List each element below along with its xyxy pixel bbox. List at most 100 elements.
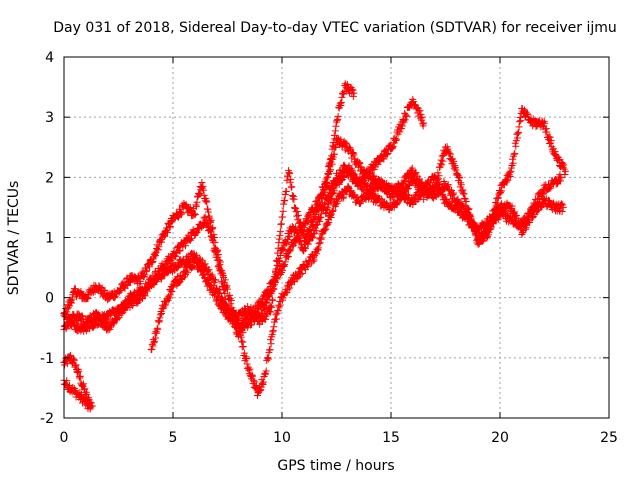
data-point-track-d [212,247,220,255]
data-point-track-e [143,286,151,294]
data-point-track-g [415,175,423,183]
data-point-track-e [243,355,251,363]
data-point-track-c [89,288,97,296]
data-point-track-c [64,304,72,312]
y-tick-label: 4 [45,50,54,66]
data-point-track-f [556,156,564,164]
data-point-track-g [458,201,466,209]
data-point-track-c [140,272,148,280]
data-point-track-c [338,89,346,97]
data-point-track-g [485,226,493,234]
data-point-track-e [112,310,120,318]
data-point-track-d [374,158,382,166]
data-point-track-g [404,174,412,182]
data-point-track-d [402,111,410,119]
data-point-track-c [142,268,150,276]
data-point-track-a [81,385,89,393]
data-point-track-g [438,185,446,193]
data-point-track-d [208,232,216,240]
data-point-track-a [70,356,78,364]
data-point-track-c [68,295,76,303]
data-point-track-f [218,299,226,307]
data-point-track-g [340,173,348,181]
data-point-track-f [274,244,282,252]
data-point-track-d [214,253,222,261]
data-point-track-e [205,266,213,274]
x-tick-label: 0 [60,430,69,446]
data-point-track-e [310,256,318,264]
data-point-track-f [318,195,326,203]
data-point-track-f [450,165,458,173]
data-point-track-f [275,235,283,243]
data-point-track-g [335,180,343,188]
data-point-track-e [546,197,554,205]
data-point-track-g [340,174,348,182]
data-point-track-c [154,246,162,254]
data-point-track-f [318,198,326,206]
data-point-track-f [491,205,499,213]
data-point-track-f [294,211,302,219]
data-point-track-d [389,142,397,150]
data-point-track-f [274,249,282,257]
data-point-track-f [247,303,255,311]
data-point-track-e [317,234,325,242]
data-point-track-c [152,252,160,260]
data-point-track-f [153,324,161,332]
data-point-track-f [483,233,491,241]
data-point-track-b [83,396,91,404]
data-point-track-f [297,218,305,226]
data-point-track-c [279,266,287,274]
data-point-track-f [349,149,357,157]
data-point-track-f [273,257,281,265]
data-point-track-e [329,208,337,216]
data-point-track-c [160,231,168,239]
data-point-track-e [347,187,355,195]
data-point-track-f [158,310,166,318]
data-point-track-c [287,246,295,254]
data-point-track-e [89,323,97,331]
data-point-track-c [155,243,163,251]
data-point-track-c [196,189,204,197]
data-point-track-f [515,123,523,131]
data-point-track-f [342,139,350,147]
data-point-track-e [321,226,329,234]
data-point-track-f [286,178,294,186]
data-point-track-e [104,315,112,323]
data-point-track-c [337,98,345,106]
data-point-track-e [334,197,342,205]
data-point-track-c [334,112,342,120]
data-point-track-e [325,218,333,226]
data-point-track-d [214,263,222,271]
data-point-track-c [195,190,203,198]
data-point-track-f [399,192,407,200]
data-point-track-f [323,182,331,190]
data-point-track-c [305,210,313,218]
data-point-track-d [203,216,211,224]
data-point-track-g [322,210,330,218]
data-point-track-f [148,345,156,353]
data-point-track-f [543,128,551,136]
data-point-track-a [78,381,86,389]
data-point-track-e [235,322,243,330]
data-point-track-e [112,311,120,319]
data-point-track-f [200,270,208,278]
data-point-track-e [192,251,200,259]
data-point-track-e [545,196,553,204]
data-point-track-f [270,281,278,289]
data-point-track-a [72,361,80,369]
data-point-track-e [258,379,266,387]
data-point-track-g [500,208,508,216]
data-point-track-d [269,276,277,284]
data-point-track-f [272,265,280,273]
data-point-track-e [313,245,321,253]
data-point-track-e [201,260,209,268]
data-point-track-g [471,230,479,238]
data-point-track-d [316,217,324,225]
data-point-track-f [360,166,368,174]
data-point-track-e [262,367,270,375]
data-point-track-d [279,245,287,253]
data-point-track-e [558,200,566,208]
data-point-track-g [476,235,484,243]
data-point-track-e [245,366,253,374]
